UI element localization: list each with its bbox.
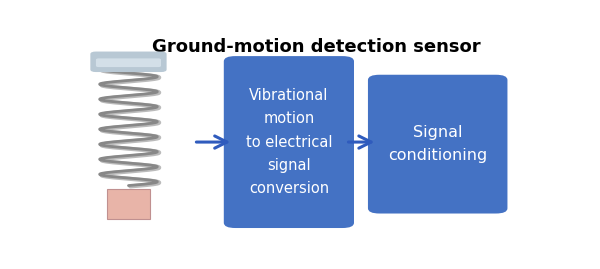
FancyBboxPatch shape [368,75,508,214]
FancyBboxPatch shape [224,56,354,228]
FancyBboxPatch shape [107,189,151,219]
Text: Vibrational
motion
to electrical
signal
conversion: Vibrational motion to electrical signal … [245,88,332,196]
FancyBboxPatch shape [96,58,161,67]
FancyBboxPatch shape [91,52,167,72]
Text: Ground-motion detection sensor: Ground-motion detection sensor [152,38,481,56]
Text: Signal
conditioning: Signal conditioning [388,125,487,163]
